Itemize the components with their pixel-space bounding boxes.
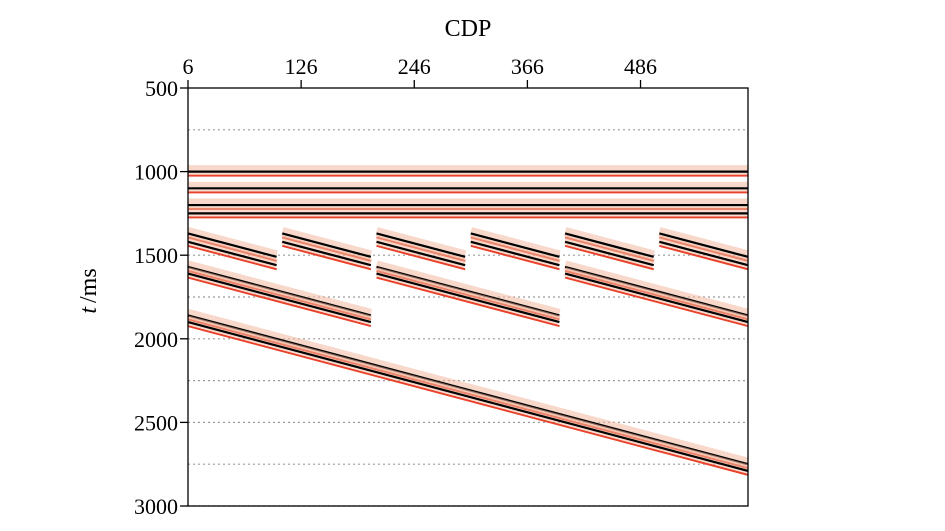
event-halo — [563, 260, 750, 318]
event-halo — [186, 309, 750, 467]
y-tick-label: 500 — [145, 76, 178, 101]
event-halo — [281, 235, 373, 268]
event-peak — [564, 265, 749, 317]
event-peak — [187, 272, 372, 324]
event-halo — [658, 235, 750, 268]
x-axis-title: CDP — [445, 16, 492, 42]
event-halo — [375, 227, 467, 260]
event-peak — [187, 232, 277, 258]
y-axis-title: t/ms — [76, 268, 102, 313]
event-trough — [376, 276, 560, 328]
event-halo — [563, 235, 655, 268]
event-peak — [187, 321, 749, 472]
event-trough — [564, 276, 749, 328]
event-peak — [659, 232, 749, 258]
event-halo — [563, 267, 750, 325]
event-peak — [470, 232, 560, 258]
event-trough — [659, 244, 749, 271]
event-peak — [376, 265, 560, 317]
event-trough — [282, 244, 372, 271]
y-tick-label: 1000 — [134, 160, 178, 185]
event-halo — [469, 227, 561, 260]
event-peak — [281, 232, 372, 258]
x-axis-ticks: 6 126 246 366 486 — [183, 54, 657, 88]
event-peak — [470, 240, 560, 267]
y-tick-label: 2000 — [134, 327, 178, 352]
reflection-events — [186, 165, 750, 476]
x-tick-label: 486 — [624, 54, 657, 79]
event-peak — [564, 240, 655, 267]
event-peak — [281, 240, 372, 267]
event-trough — [187, 325, 749, 476]
event-halo — [375, 260, 561, 318]
x-tick-label: 6 — [183, 54, 194, 79]
event-halo — [186, 227, 278, 260]
event-trough — [470, 244, 560, 271]
y-tick-label: 2500 — [134, 410, 178, 435]
event-halo — [186, 235, 278, 268]
event-halo — [658, 227, 750, 260]
event-halo — [563, 227, 655, 260]
event-halo — [281, 227, 373, 260]
event-trough — [564, 244, 654, 271]
plot-frame — [187, 87, 749, 507]
event-halo — [375, 267, 561, 325]
event-halo — [186, 315, 750, 474]
event-peak — [659, 240, 749, 267]
event-peak — [564, 272, 749, 324]
y-tick-label: 3000 — [134, 494, 178, 519]
event-peak — [376, 232, 466, 258]
x-tick-label: 366 — [511, 54, 544, 79]
y-axis-ticks: 500 1000 1500 2000 2500 3000 — [134, 76, 188, 519]
event-peak — [376, 240, 466, 267]
y-tick-label: 1500 — [134, 243, 178, 268]
event-trough — [376, 244, 466, 271]
event-peak — [376, 272, 560, 324]
x-tick-label: 126 — [285, 54, 318, 79]
event-halo — [375, 235, 467, 268]
event-peak — [187, 265, 372, 317]
event-trough — [187, 244, 277, 271]
event-halo — [186, 260, 373, 318]
event-peak — [564, 232, 655, 258]
event-peak — [187, 240, 277, 267]
event-peak — [187, 314, 749, 466]
x-tick-label: 246 — [398, 54, 431, 79]
event-halo — [469, 235, 561, 268]
event-halo — [186, 267, 373, 325]
event-trough — [187, 276, 372, 328]
